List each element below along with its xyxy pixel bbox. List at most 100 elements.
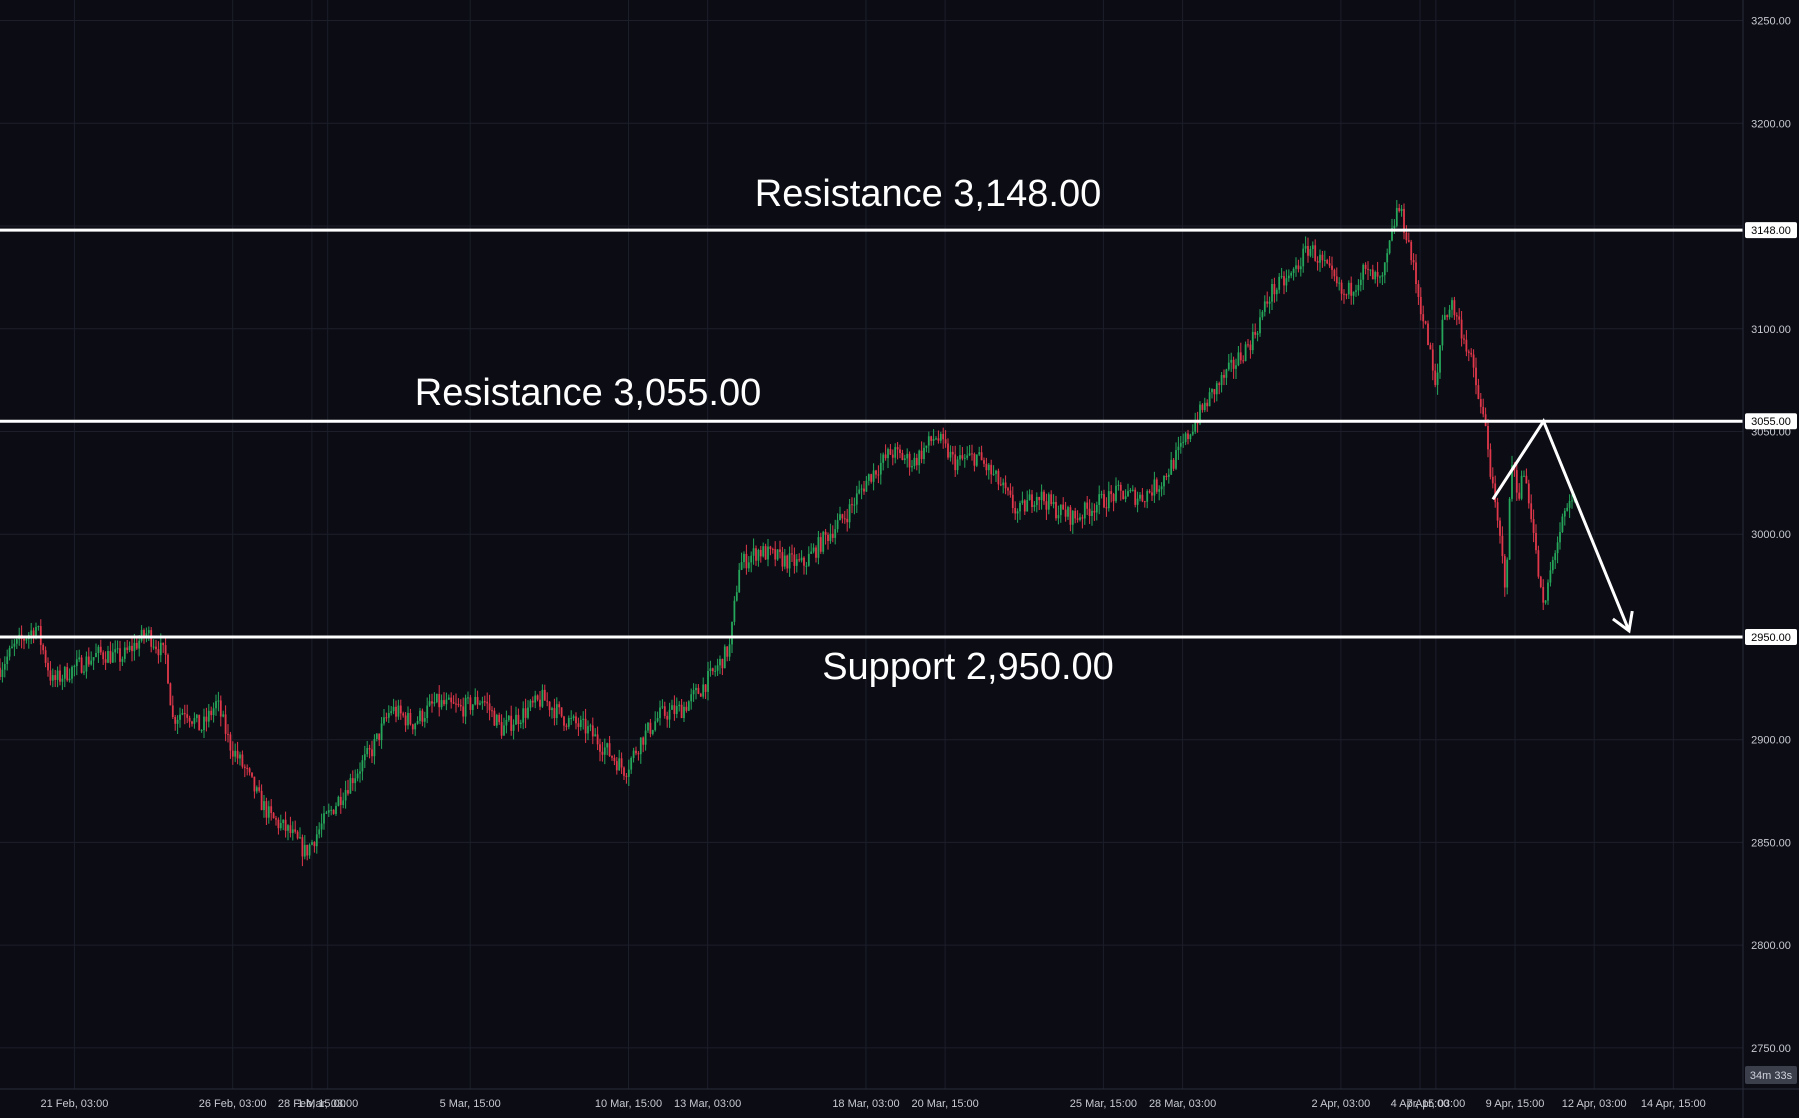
candle-body (1127, 491, 1129, 497)
candle-body (620, 758, 623, 768)
candle-body (183, 713, 186, 715)
candle-body (335, 805, 337, 814)
candle-body (745, 553, 748, 569)
candle-body (450, 697, 453, 703)
candle-body (1119, 484, 1122, 491)
candle-body (647, 722, 649, 731)
y-tick-label: 2800.00 (1751, 940, 1791, 952)
candle-body (999, 484, 1002, 486)
candle-body (332, 809, 335, 814)
candle-body (685, 706, 688, 711)
candle-body (663, 706, 666, 716)
candle-body (1019, 502, 1021, 512)
candle-body (1475, 367, 1477, 386)
candle-body (1268, 301, 1271, 304)
candle-body (169, 683, 172, 706)
candle-body (599, 744, 601, 752)
candle-body (1273, 283, 1276, 295)
candle-body (683, 706, 685, 719)
candle-body (932, 439, 935, 441)
candle-body (1002, 482, 1005, 486)
candle-body (99, 646, 102, 653)
candle-body (6, 656, 9, 665)
price-axis[interactable]: 2750.00 2800.00 2850.00 2900.00 2950.00 3000.… (1751, 16, 1791, 1055)
candle-body (404, 715, 407, 726)
time-axis[interactable]: 21 Feb, 03:00 26 Feb, 03:00 28 Feb, 15:001… (40, 1098, 1705, 1110)
y-tick-label: 2900.00 (1751, 735, 1791, 747)
candle-body (615, 761, 618, 771)
candle-body (560, 707, 563, 717)
candle-body (15, 639, 18, 644)
level-price-tag (1745, 413, 1797, 430)
candle-body (1256, 333, 1259, 335)
y-tick-label: 2850.00 (1751, 837, 1791, 849)
x-tick-label: 9 Apr, 15:00 (1486, 1098, 1545, 1110)
candle-body (954, 454, 957, 471)
candle-body (551, 708, 553, 711)
candle-body (1187, 433, 1189, 440)
candle-body (147, 630, 150, 634)
candle-body (1059, 504, 1062, 516)
candle-body (1345, 294, 1348, 296)
candle-body (217, 700, 220, 702)
candle-body (735, 592, 738, 601)
candle-body (1410, 241, 1413, 261)
candle-body (1131, 489, 1134, 491)
candle-body (925, 445, 928, 448)
candle-body (1422, 314, 1425, 322)
candle-body (887, 449, 889, 459)
candle-body (1338, 282, 1341, 284)
candle-body (935, 438, 937, 440)
candle-body (1307, 245, 1309, 256)
candle-body (1052, 502, 1055, 505)
candle-body (920, 450, 923, 460)
x-tick-label: 21 Feb, 03:00 (40, 1098, 108, 1110)
candle-body (111, 652, 114, 663)
candle-body (1016, 511, 1019, 514)
candle-body (788, 553, 791, 569)
candle-body (1213, 389, 1216, 395)
candle-body (1391, 228, 1393, 241)
candle-body (1287, 275, 1290, 279)
candle-body (431, 701, 433, 704)
candle-body (1412, 260, 1415, 263)
candle-body (1031, 494, 1033, 507)
candle-body (841, 514, 844, 519)
candle-body (1148, 491, 1151, 493)
candle-body (1431, 349, 1434, 371)
candle-body (959, 455, 961, 460)
candle-body (1141, 494, 1144, 502)
candle-body (1350, 282, 1353, 296)
candle-body (750, 555, 753, 563)
candle-body (1465, 339, 1468, 352)
candle-body (594, 734, 597, 737)
candle-body (702, 684, 705, 697)
candle-body (1069, 507, 1072, 525)
candle-body (870, 474, 873, 482)
level-label: Support 2,950.00 (822, 646, 1114, 688)
candle-body (1227, 362, 1230, 370)
candle-body (579, 719, 582, 728)
candle-body (781, 552, 784, 567)
candle-body (637, 753, 640, 755)
candle-body (320, 823, 323, 830)
candle-body (303, 844, 306, 857)
candle-body (75, 659, 78, 667)
candle-body (375, 733, 378, 740)
candle-body (971, 453, 973, 455)
candle-body (992, 473, 995, 475)
candle-body (531, 700, 534, 703)
candle-body (1175, 450, 1177, 469)
candle-body (1259, 317, 1261, 334)
candle-body (80, 657, 83, 673)
candle-body (215, 701, 217, 709)
candle-body (723, 646, 726, 669)
candle-body (1172, 459, 1175, 469)
candle-body (819, 537, 822, 552)
candle-body (371, 749, 373, 757)
candle-body (1122, 490, 1125, 500)
candle-body (863, 488, 865, 492)
candle-body (143, 630, 145, 637)
candle-body (392, 706, 395, 712)
